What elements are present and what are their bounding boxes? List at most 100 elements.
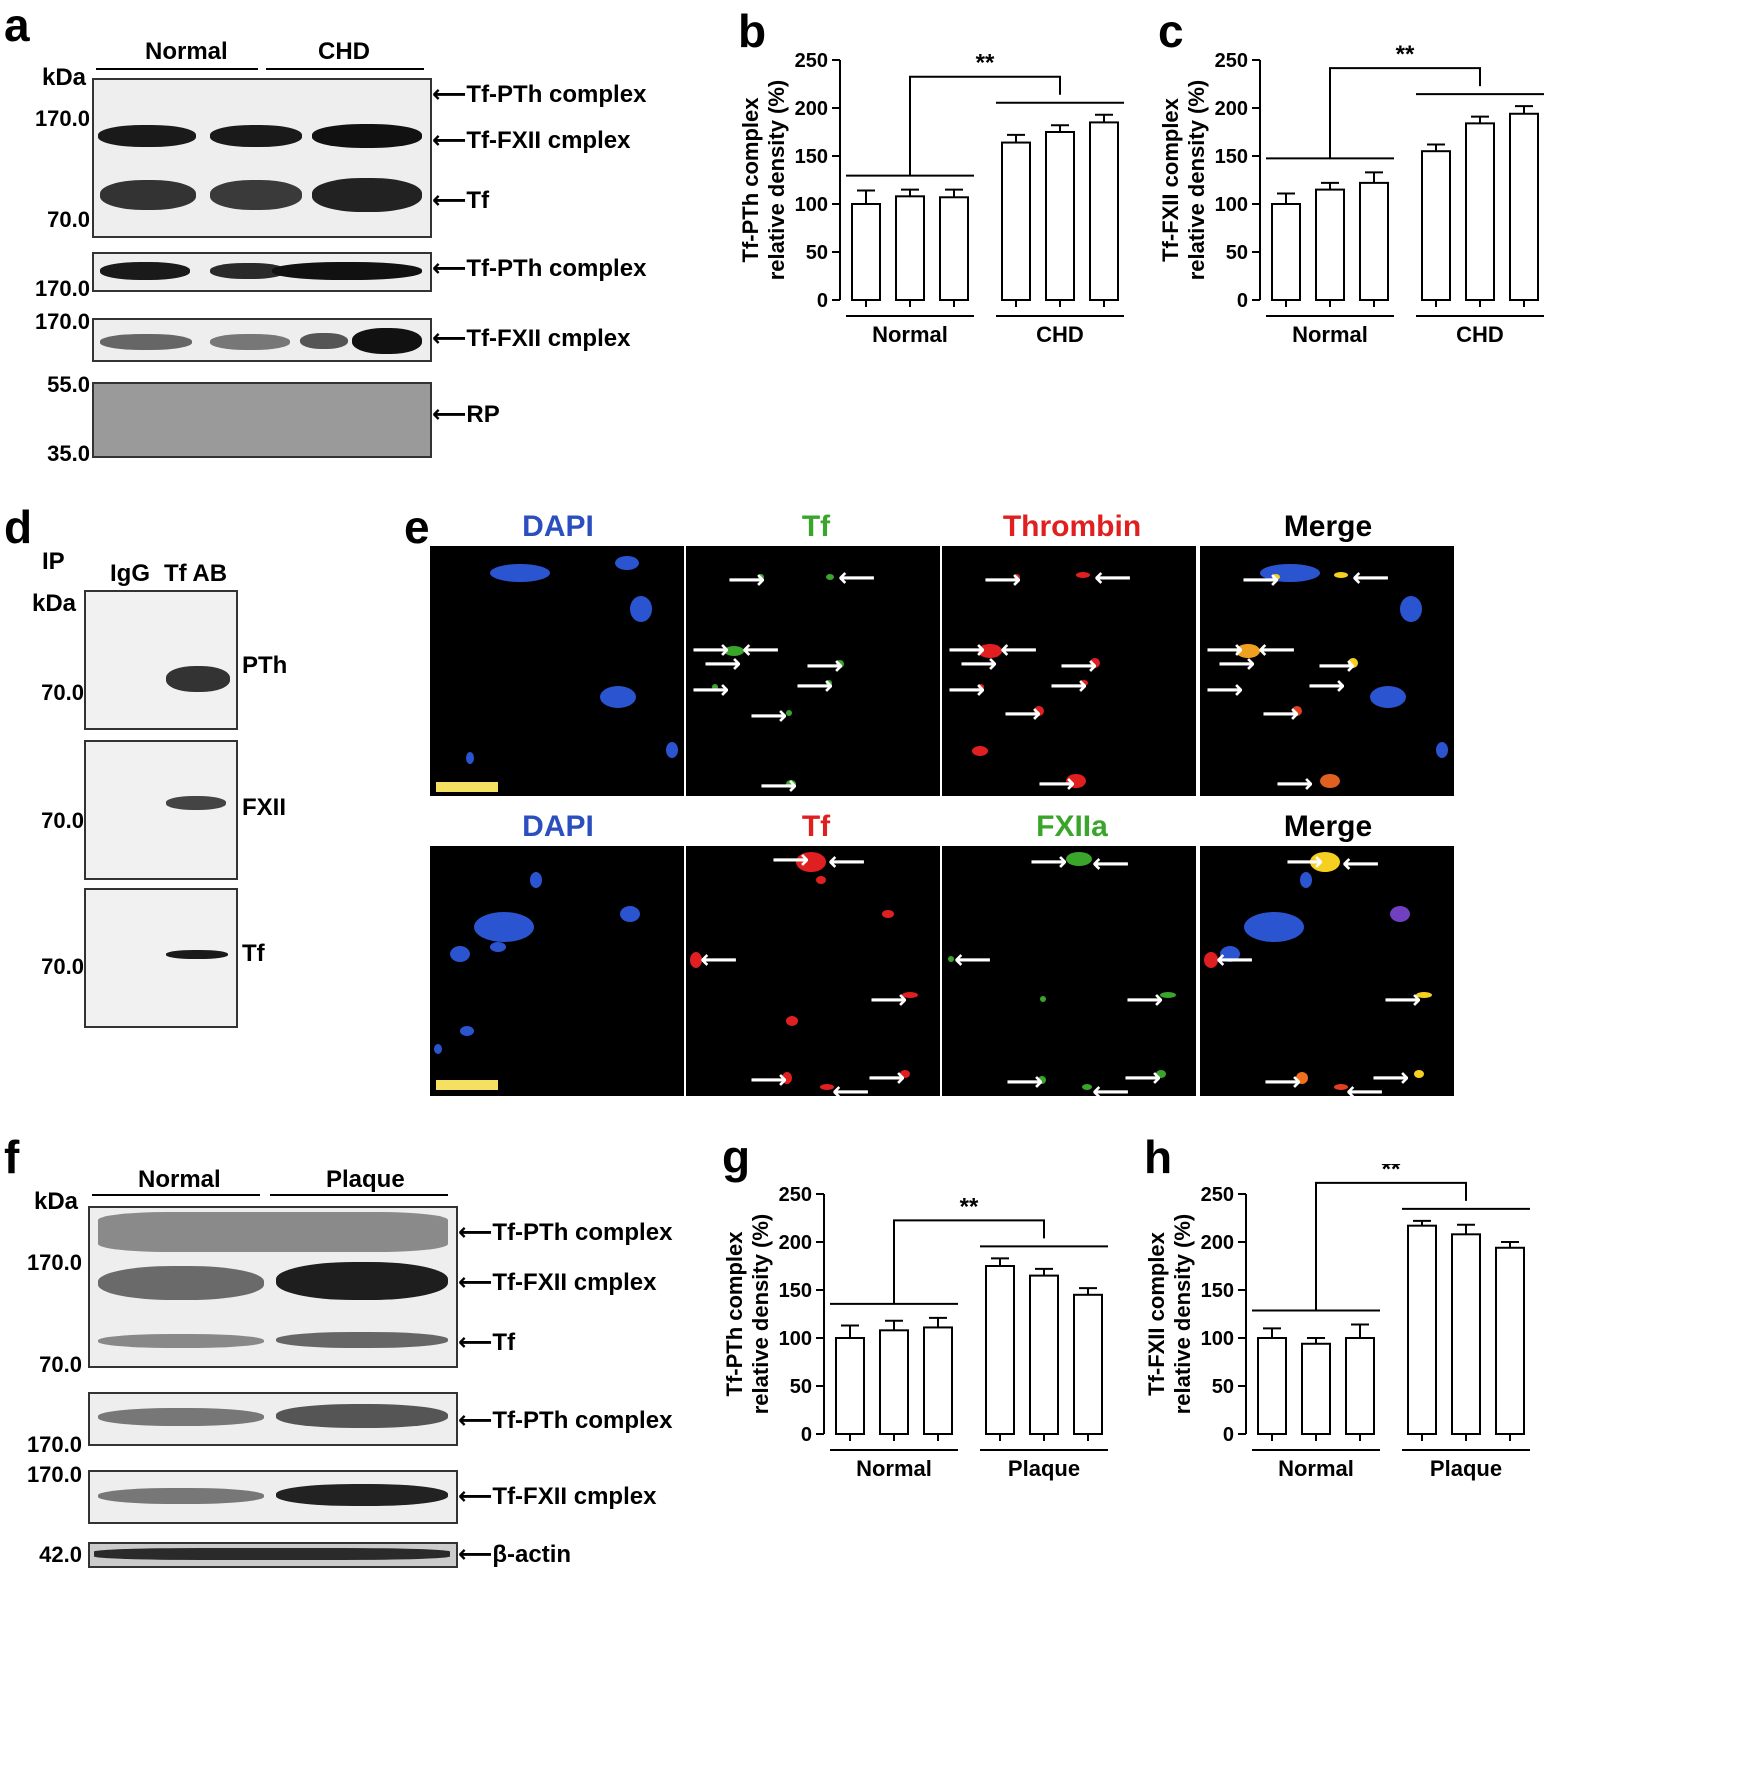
scale-bar bbox=[436, 1080, 498, 1090]
bar bbox=[939, 196, 969, 301]
blot-label: ⟵Tf bbox=[458, 1329, 516, 1356]
bar bbox=[851, 203, 881, 301]
mw-marker: 70.0 bbox=[41, 808, 84, 833]
blot-a-pth bbox=[92, 252, 432, 292]
bar bbox=[1271, 203, 1301, 301]
y-axis-label: relative density (%) bbox=[748, 1214, 773, 1415]
ip-label-fxii: FXII bbox=[242, 794, 287, 821]
channel-label-tf: Tf bbox=[801, 810, 831, 843]
mw-marker: 55.0 bbox=[47, 372, 90, 397]
y-axis-label: Tf-PTh complex bbox=[722, 1231, 747, 1397]
bar bbox=[1301, 1342, 1331, 1435]
y-tick-label: 100 bbox=[779, 1328, 812, 1350]
bar bbox=[879, 1329, 909, 1436]
ip-label-tf: Tf bbox=[242, 940, 265, 967]
channel-label-thrombin: Thrombin bbox=[1002, 510, 1142, 543]
chart-h: 0 50 100 150 200 250 Tf-FXII complex relative d… bbox=[1144, 1164, 1530, 1481]
y-tick-label: 150 bbox=[1215, 146, 1248, 168]
y-tick-label: 0 bbox=[1223, 1424, 1234, 1446]
mw-marker: 170.0 bbox=[34, 309, 90, 334]
blot-f-fxii bbox=[88, 1470, 458, 1524]
bar bbox=[1451, 1233, 1481, 1435]
mw-marker: 170.0 bbox=[26, 1462, 82, 1487]
ip-label: IP bbox=[42, 548, 65, 575]
mw-marker: 70.0 bbox=[47, 207, 90, 232]
significance-label: ** bbox=[1396, 41, 1415, 68]
bar bbox=[985, 1265, 1015, 1435]
y-tick-label: 250 bbox=[795, 50, 828, 72]
panel-label-f: f bbox=[4, 1131, 20, 1183]
blot-label: ⟵Tf-PTh complex bbox=[458, 1407, 673, 1434]
lane-label-tfab: Tf AB bbox=[164, 560, 228, 587]
ip-label-pth: PTh bbox=[242, 652, 288, 679]
image-tf-2: ⟶ ⟵ ⟵ ⟶ ⟶ ⟵ ⟶ bbox=[686, 846, 940, 1096]
y-tick-label: 150 bbox=[795, 146, 828, 168]
y-tick-label: 150 bbox=[1201, 1280, 1234, 1302]
y-tick-label: 200 bbox=[795, 98, 828, 120]
group-label: Normal bbox=[872, 322, 948, 347]
y-tick-label: 50 bbox=[1212, 1376, 1234, 1398]
blot-label: ⟵Tf-PTh complex bbox=[432, 255, 647, 282]
y-tick-label: 0 bbox=[817, 290, 828, 312]
y-tick-label: 100 bbox=[1215, 194, 1248, 216]
kda-label: kDa bbox=[32, 590, 77, 617]
bar bbox=[1345, 1337, 1375, 1435]
y-axis-label: Tf-FXII complex bbox=[1144, 1231, 1169, 1396]
mw-marker: 70.0 bbox=[41, 680, 84, 705]
group-label: Plaque bbox=[1008, 1456, 1080, 1481]
channel-label-tf: Tf bbox=[801, 510, 831, 543]
significance-label: ** bbox=[1382, 1164, 1401, 1183]
blot-label: ⟵Tf-PTh complex bbox=[458, 1219, 673, 1246]
mw-marker: 70.0 bbox=[39, 1352, 82, 1377]
significance-bracket bbox=[893, 1219, 1045, 1304]
blot-f-actin bbox=[88, 1542, 458, 1568]
chart-g: 0 50 100 150 200 250 Tf-PTh complex relative de… bbox=[722, 1184, 1108, 1481]
panel-label-g: g bbox=[722, 1131, 751, 1183]
blot-label: ⟵Tf-FXII cmplex bbox=[432, 127, 631, 154]
blot-label: ⟵Tf-PTh complex bbox=[432, 81, 647, 108]
y-tick-label: 50 bbox=[806, 242, 828, 264]
group-label: Normal bbox=[856, 1456, 932, 1481]
channel-label-dapi: DAPI bbox=[522, 510, 594, 543]
bar bbox=[1509, 112, 1539, 302]
y-axis-label: relative density (%) bbox=[764, 80, 789, 281]
mw-marker: 170.0 bbox=[26, 1250, 82, 1275]
significance-label: ** bbox=[976, 50, 995, 77]
scale-bar bbox=[436, 782, 498, 792]
image-dapi-2 bbox=[430, 846, 684, 1096]
bar bbox=[1257, 1337, 1287, 1435]
chart-c: 0 50 100 150 200 250 Tf-FXII complex relative d… bbox=[1158, 41, 1544, 347]
significance-bracket bbox=[1315, 1181, 1467, 1311]
channel-label-merge: Merge bbox=[1283, 810, 1373, 843]
group-label: Normal bbox=[1278, 1456, 1354, 1481]
group-label-normal: Normal bbox=[138, 1166, 221, 1193]
y-axis-label: relative density (%) bbox=[1184, 80, 1209, 281]
bar bbox=[1465, 122, 1495, 301]
significance-label: ** bbox=[960, 1193, 979, 1220]
bar bbox=[1315, 188, 1345, 302]
channel-label-dapi: DAPI bbox=[522, 810, 594, 843]
blot-a-main bbox=[92, 78, 432, 238]
ip-blot-tf bbox=[84, 888, 238, 1028]
mw-marker: 170.0 bbox=[34, 276, 90, 301]
bar bbox=[1407, 1224, 1437, 1436]
group-label-plaque: Plaque bbox=[326, 1166, 405, 1193]
image-merge-1: ⟶ ⟵ ⟶ ⟵ ⟶ ⟶ ⟶ ⟶ ⟶ ⟶ bbox=[1200, 546, 1454, 796]
y-tick-label: 100 bbox=[795, 194, 828, 216]
group-label-normal: Normal bbox=[145, 38, 228, 65]
channel-label-merge: Merge bbox=[1283, 510, 1373, 543]
group-label-chd: CHD bbox=[318, 38, 370, 65]
y-axis-label: Tf-PTh complex bbox=[738, 97, 763, 263]
panel-label-b: b bbox=[738, 5, 767, 57]
y-tick-label: 250 bbox=[1201, 1184, 1234, 1206]
blot-f-main bbox=[88, 1206, 458, 1368]
kda-label: kDa bbox=[42, 64, 87, 91]
y-tick-label: 0 bbox=[1237, 290, 1248, 312]
mw-marker: 170.0 bbox=[34, 106, 90, 131]
bar bbox=[1495, 1246, 1525, 1436]
group-label: CHD bbox=[1036, 322, 1084, 347]
y-tick-label: 150 bbox=[779, 1280, 812, 1302]
group-label: Plaque bbox=[1430, 1456, 1502, 1481]
lane-label-igg: IgG bbox=[110, 560, 150, 587]
blot-a-fxii bbox=[92, 318, 432, 362]
